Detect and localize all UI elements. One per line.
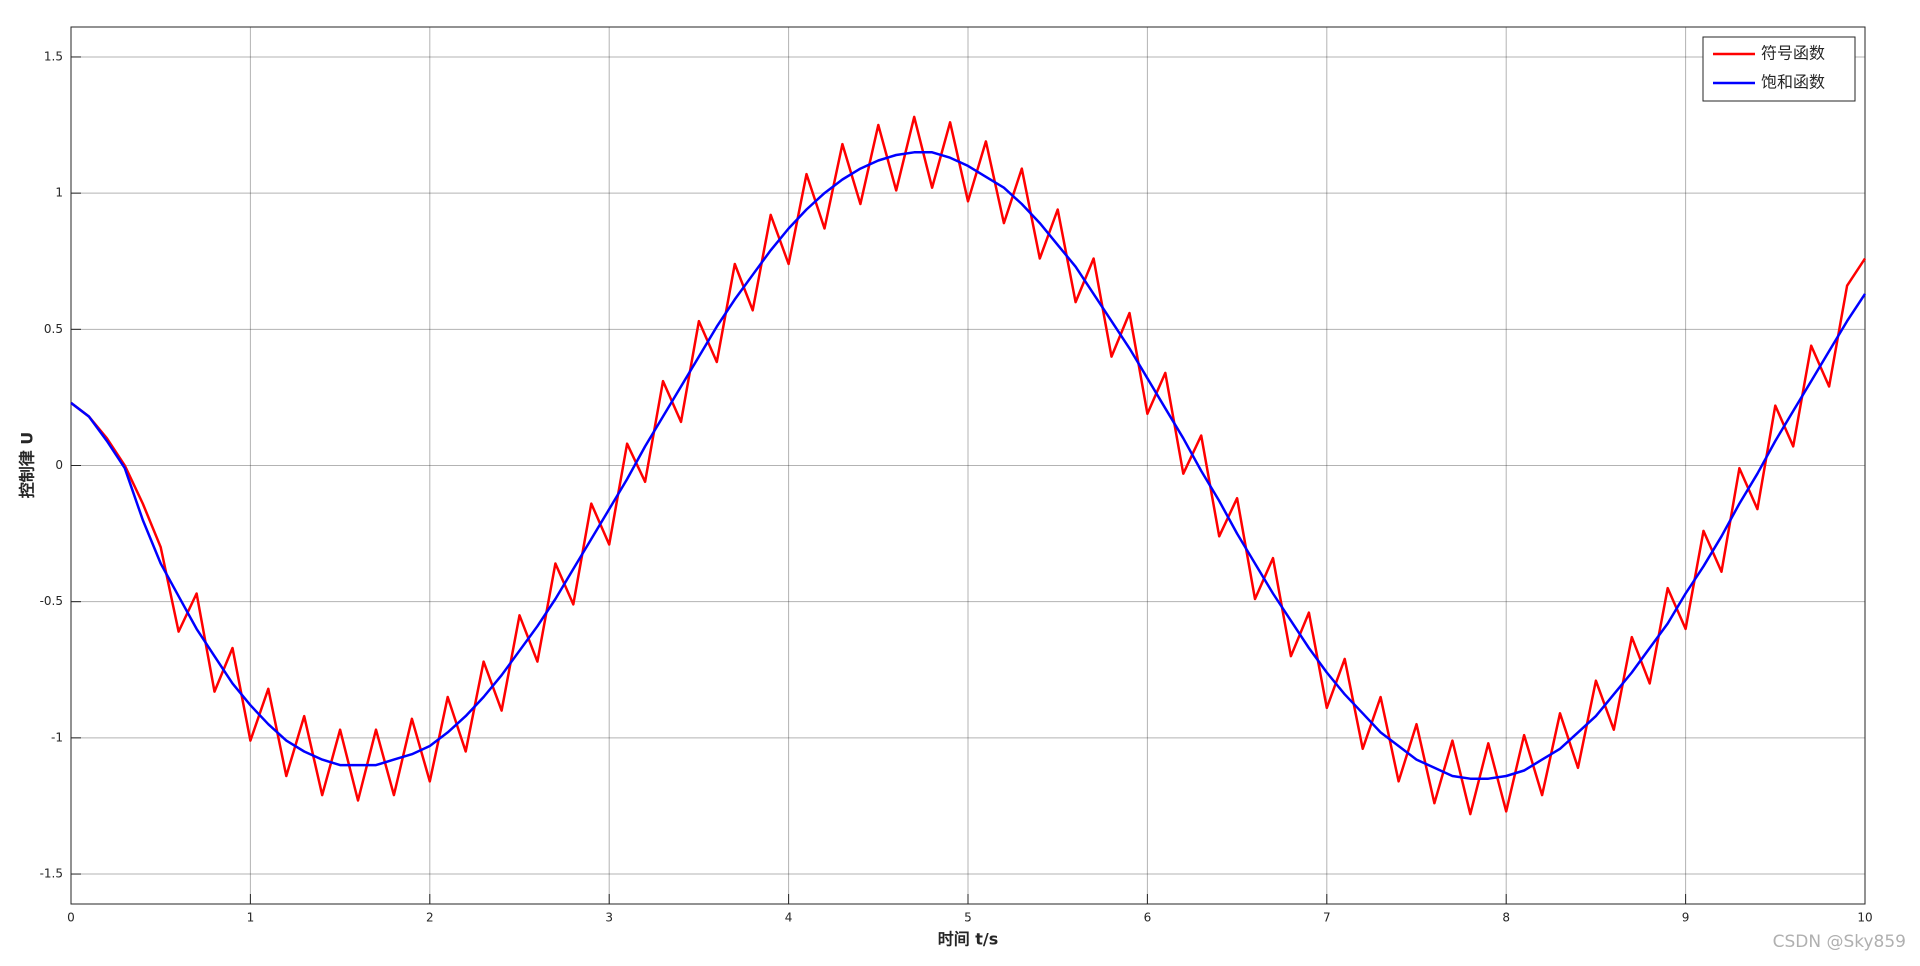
x-tick-label: 8 (1502, 911, 1510, 925)
x-tick-label: 10 (1857, 911, 1872, 925)
x-tick-label: 9 (1682, 911, 1690, 925)
axes-box (70, 26, 1866, 905)
x-tick-label: 1 (247, 911, 255, 925)
series-line (70, 115, 1867, 816)
legend-label: 饱和函数 (1761, 73, 1825, 92)
y-tick-label: 0.5 (44, 322, 63, 336)
y-tick-label: -0.5 (40, 594, 63, 608)
y-tick-label: -1 (51, 730, 63, 744)
y-axis-label: 控制律 U (18, 432, 37, 499)
y-tick-label: 1 (55, 186, 63, 200)
x-tick-label: 5 (964, 911, 972, 925)
y-tick-label: 1.5 (44, 49, 63, 63)
x-tick-label: 6 (1144, 911, 1152, 925)
x-tick-label: 2 (426, 911, 434, 925)
series-line (70, 151, 1867, 780)
watermark: CSDN @Sky859 (1773, 932, 1906, 952)
x-tick-label: 3 (605, 911, 613, 925)
y-tick-label: -1.5 (40, 867, 63, 881)
x-axis-label: 时间 t/s (938, 930, 999, 949)
x-tick-label: 4 (785, 911, 793, 925)
x-tick-label: 0 (67, 911, 75, 925)
legend-label: 符号函数 (1761, 44, 1825, 63)
legend-box (1702, 36, 1856, 102)
x-tick-label: 7 (1323, 911, 1331, 925)
y-tick-label: 0 (55, 458, 63, 472)
